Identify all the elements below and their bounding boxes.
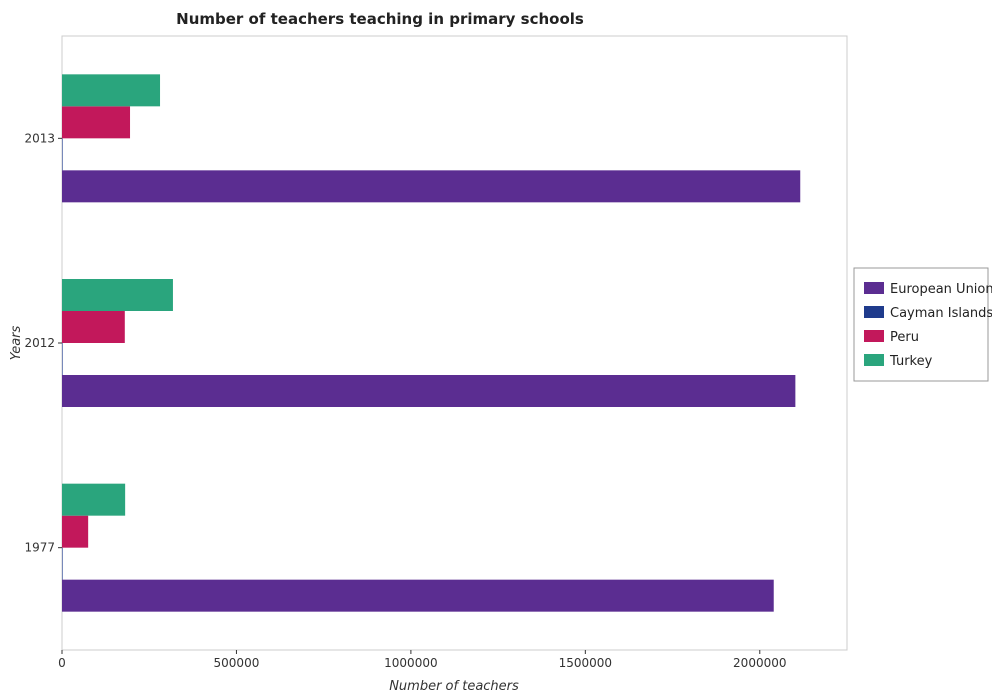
bar-european-union-2013 [62,170,801,203]
x-tick-label: 500000 [214,656,260,670]
x-tick-label: 0 [58,656,66,670]
bars-group [62,74,801,612]
legend-swatch [864,306,884,318]
bar-peru-1977 [62,515,89,548]
y-tick-label: 2012 [24,336,55,350]
legend: European Union Cayman Islands Peru Turkey [853,267,992,382]
bar-peru-2012 [62,311,125,343]
y-axis: 1977 2012 2013 [24,131,62,555]
bar-european-union-1977 [62,579,774,612]
x-tick-label: 2000000 [733,656,786,670]
legend-swatch [864,282,884,294]
x-tick-label: 1500000 [559,656,612,670]
legend-label: Peru [890,330,919,345]
bar-cayman-islands-1977 [62,547,63,580]
legend-swatch [864,354,884,366]
bar-european-union-2012 [62,375,796,407]
y-tick-label: 2013 [24,131,55,145]
bar-peru-2013 [62,106,131,139]
x-tick-label: 1000000 [384,656,437,670]
y-tick-label: 1977 [24,541,55,555]
legend-label: Turkey [889,354,933,369]
legend-swatch [864,330,884,342]
x-axis-label: Number of teachers [389,679,519,694]
bar-turkey-1977 [62,483,126,516]
bar-turkey-2012 [62,279,173,311]
chart-title: Number of teachers teaching in primary s… [176,10,584,28]
y-axis-label: Years [9,325,24,360]
plot-area [61,35,848,651]
bar-cayman-islands-2012 [62,343,63,375]
legend-label: Cayman Islands [890,306,992,321]
bar-cayman-islands-2013 [62,138,63,171]
bar-turkey-2013 [62,74,161,107]
legend-label: European Union [890,282,992,297]
x-axis: 0 500000 1000000 1500000 2000000 [58,650,787,670]
